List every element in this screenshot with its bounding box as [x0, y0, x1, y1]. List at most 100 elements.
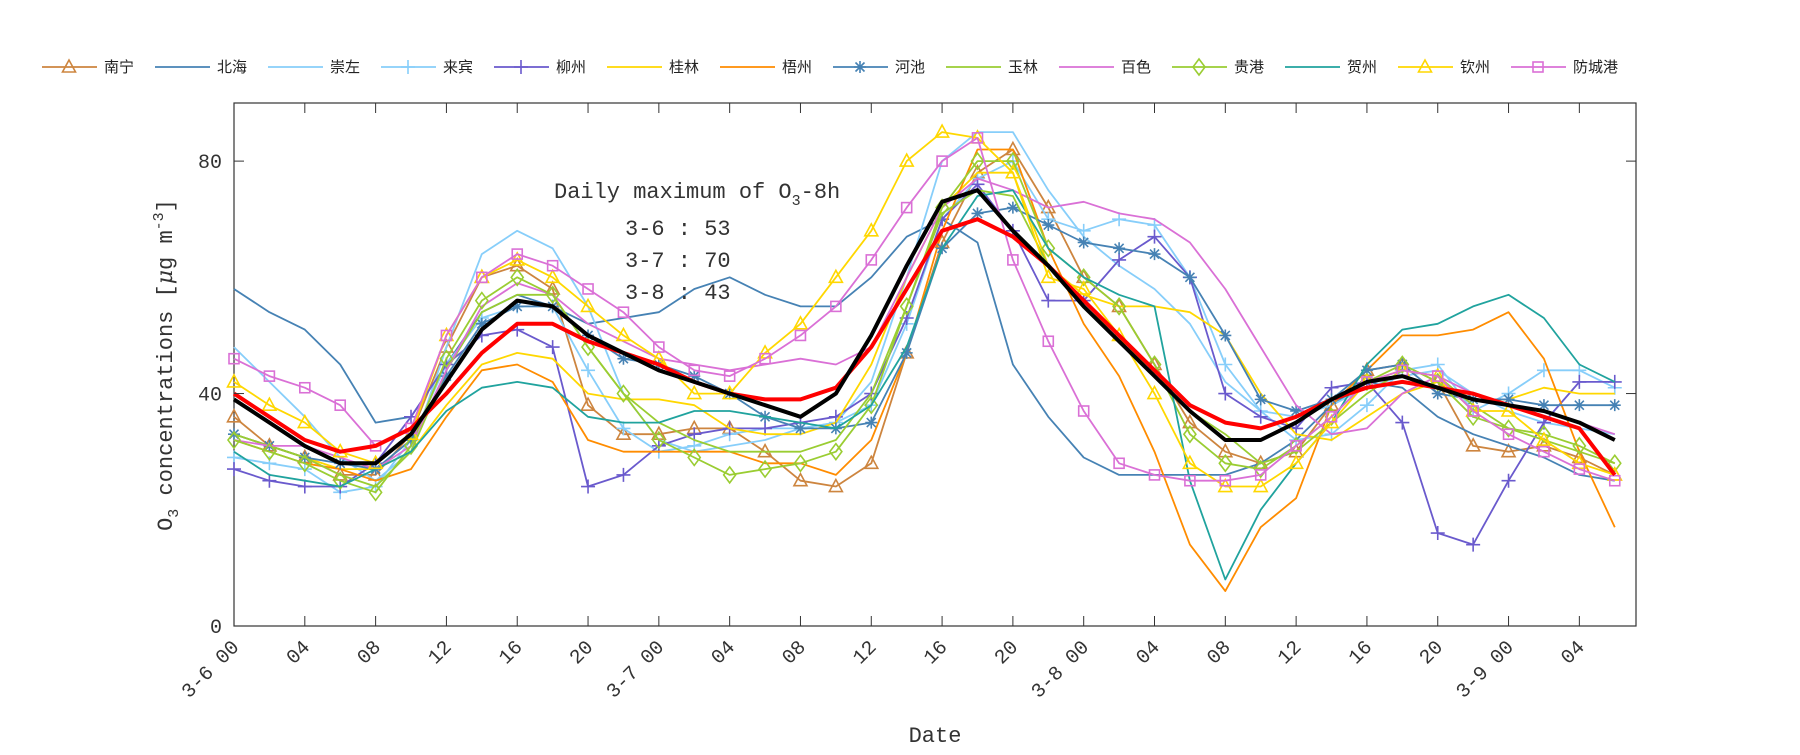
data-point [651, 430, 666, 450]
data-point [1148, 469, 1161, 481]
x-tick-label: 20 [1415, 637, 1448, 670]
data-point [546, 259, 559, 272]
x-tick-label: 12 [424, 637, 457, 670]
legend-marker-icon [401, 60, 415, 74]
data-point [1395, 415, 1410, 430]
series-贺州 [233, 189, 1616, 581]
series-line [232, 188, 1616, 466]
data-point [615, 425, 632, 441]
data-point [297, 462, 312, 477]
data-point [1254, 469, 1267, 481]
data-point [1077, 236, 1090, 249]
legend-item: 防城港 [1511, 58, 1618, 76]
legend-label: 百色 [1121, 58, 1151, 76]
data-point [757, 442, 773, 458]
data-point [793, 453, 808, 473]
data-point [511, 300, 524, 313]
data-point [899, 297, 914, 316]
data-point [1042, 219, 1055, 232]
data-point [864, 395, 879, 415]
data-point [828, 442, 843, 461]
legend-item: 北海 [155, 58, 247, 76]
data-point [296, 413, 313, 429]
x-tick-label: 04 [1132, 637, 1165, 670]
data-point [792, 315, 809, 330]
x-tick-label: 16 [920, 637, 953, 670]
data-point [616, 421, 631, 436]
data-point [1041, 293, 1056, 308]
data-point [1500, 402, 1517, 417]
data-point [792, 472, 809, 487]
legend-marker-icon [854, 61, 866, 73]
data-point [405, 434, 418, 447]
data-point [758, 459, 773, 479]
legend-label: 贺州 [1347, 58, 1377, 76]
data-point [900, 201, 913, 214]
data-point [1465, 437, 1481, 452]
data-point [333, 471, 348, 491]
legend-item: 来宾 [381, 58, 473, 76]
data-point [794, 329, 807, 342]
data-point [1040, 268, 1057, 284]
series-black-mean [232, 188, 1616, 466]
legend-label: 崇左 [330, 58, 360, 76]
legend-label: 北海 [217, 58, 247, 76]
data-point [1502, 428, 1515, 441]
data-point [439, 349, 454, 369]
legend-item: 桂林 [607, 58, 699, 76]
data-point [1005, 151, 1020, 171]
data-point [475, 317, 488, 330]
data-point [794, 422, 807, 435]
data-point [1430, 526, 1445, 541]
legend-item: 梧州 [720, 58, 812, 76]
data-point [1290, 440, 1302, 452]
data-point [1005, 164, 1021, 179]
legend-item: 百色 [1059, 58, 1151, 76]
data-point [228, 352, 240, 365]
x-tick-label: 12 [1274, 637, 1307, 670]
data-point [653, 341, 665, 353]
legend-item: 河池 [833, 58, 925, 76]
data-point [1431, 370, 1444, 382]
data-point [1146, 384, 1163, 400]
legend-marker-icon [1532, 61, 1544, 73]
data-point [1113, 457, 1125, 470]
data-point [1182, 454, 1198, 470]
data-point [1536, 431, 1552, 446]
data-point [1537, 399, 1550, 412]
data-point [1183, 271, 1196, 284]
data-point [651, 438, 666, 453]
legend-label: 贵港 [1234, 58, 1264, 76]
data-point [1148, 248, 1161, 261]
series-line [232, 217, 1617, 477]
x-tick-label: 08 [353, 637, 386, 670]
data-point [1184, 474, 1196, 487]
data-point [1324, 407, 1339, 427]
x-tick-label: 3-9 00 [1452, 637, 1519, 704]
data-point [1076, 223, 1091, 238]
data-point [1218, 453, 1233, 473]
data-point [1042, 335, 1055, 348]
data-point [226, 373, 242, 388]
data-point [615, 326, 632, 342]
data-point [474, 291, 489, 310]
data-point [1112, 252, 1127, 267]
data-point [1254, 393, 1267, 406]
data-point [226, 408, 242, 423]
series-百色 [233, 177, 1616, 470]
annotation-line-3: 3-8 : 43 [625, 281, 731, 306]
data-point [582, 283, 594, 295]
data-point [616, 467, 631, 482]
data-point [1041, 238, 1056, 258]
data-point [898, 152, 915, 167]
data-point [1253, 459, 1268, 479]
data-point [971, 207, 984, 220]
data-point [404, 436, 419, 456]
data-point [1218, 357, 1233, 372]
data-point [1467, 405, 1479, 417]
legend-item: 柳州 [494, 58, 586, 76]
data-point [1573, 399, 1586, 412]
data-point [1182, 424, 1197, 444]
data-point [616, 384, 631, 403]
